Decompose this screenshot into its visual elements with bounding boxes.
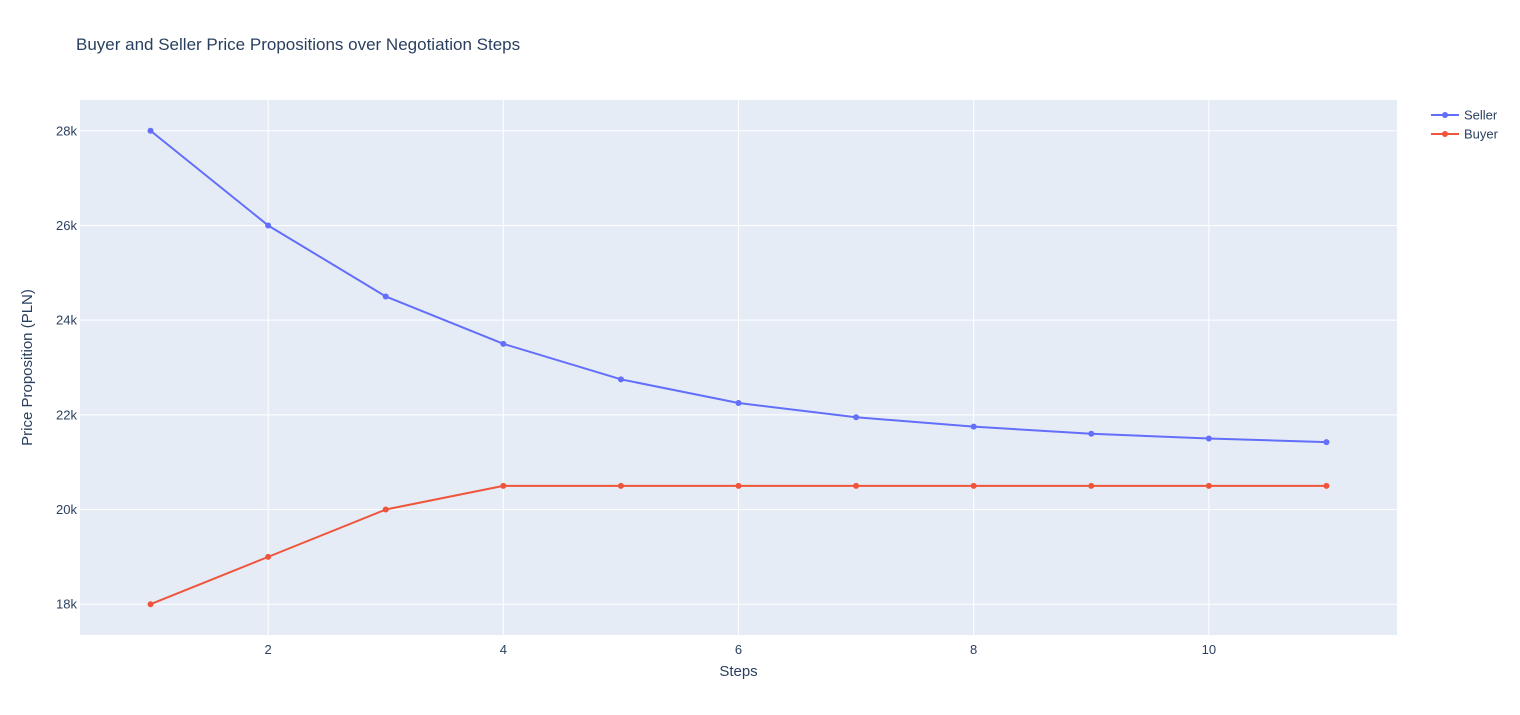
data-point-buyer[interactable] xyxy=(1088,482,1095,489)
data-point-seller[interactable] xyxy=(853,414,860,421)
y-tick-label: 18k xyxy=(56,597,77,612)
data-point-seller[interactable] xyxy=(1323,439,1330,446)
legend-swatch-marker xyxy=(1442,131,1448,137)
data-point-seller[interactable] xyxy=(265,222,272,229)
data-point-buyer[interactable] xyxy=(735,482,742,489)
y-tick-label: 20k xyxy=(56,502,77,517)
y-tick-label: 28k xyxy=(56,123,77,138)
data-point-seller[interactable] xyxy=(1205,435,1212,442)
y-tick-label: 26k xyxy=(56,218,77,233)
data-point-buyer[interactable] xyxy=(617,482,624,489)
legend-swatch-marker xyxy=(1442,112,1448,118)
series-buyer xyxy=(147,482,1330,608)
legend-label: Buyer xyxy=(1464,127,1499,142)
data-point-seller[interactable] xyxy=(617,376,624,383)
data-point-buyer[interactable] xyxy=(1323,482,1330,489)
x-tick-label: 8 xyxy=(970,642,977,657)
data-point-seller[interactable] xyxy=(382,293,389,300)
data-point-buyer[interactable] xyxy=(853,482,860,489)
legend-item-buyer[interactable]: Buyer xyxy=(1431,127,1499,142)
x-tick-label: 2 xyxy=(265,642,272,657)
data-point-seller[interactable] xyxy=(970,423,977,430)
data-point-buyer[interactable] xyxy=(1205,482,1212,489)
x-tick-label: 4 xyxy=(500,642,507,657)
y-axis-title: Price Proposition (PLN) xyxy=(19,289,36,446)
legend[interactable]: Seller Buyer xyxy=(1431,108,1499,142)
x-axis-title: Steps xyxy=(719,663,757,680)
y-tick-label: 24k xyxy=(56,313,77,328)
data-series xyxy=(147,127,1330,608)
data-point-buyer[interactable] xyxy=(265,553,272,560)
data-point-buyer[interactable] xyxy=(500,482,507,489)
data-point-seller[interactable] xyxy=(147,127,154,134)
axis-ticks: 2 4 6 8 10 18k 20k 22k 24k 26k 28k xyxy=(56,123,1216,657)
data-point-seller[interactable] xyxy=(500,340,507,347)
data-point-seller[interactable] xyxy=(735,400,742,407)
chart-title: Buyer and Seller Price Propositions over… xyxy=(76,35,520,54)
series-seller xyxy=(147,127,1330,446)
x-tick-label: 6 xyxy=(735,642,742,657)
y-tick-label: 22k xyxy=(56,407,77,422)
legend-label: Seller xyxy=(1464,108,1498,123)
legend-item-seller[interactable]: Seller xyxy=(1431,108,1498,123)
data-point-seller[interactable] xyxy=(1088,430,1095,437)
x-tick-label: 10 xyxy=(1202,642,1216,657)
data-point-buyer[interactable] xyxy=(147,601,154,608)
grid-lines xyxy=(80,100,1397,635)
data-point-buyer[interactable] xyxy=(382,506,389,513)
data-point-buyer[interactable] xyxy=(970,482,977,489)
